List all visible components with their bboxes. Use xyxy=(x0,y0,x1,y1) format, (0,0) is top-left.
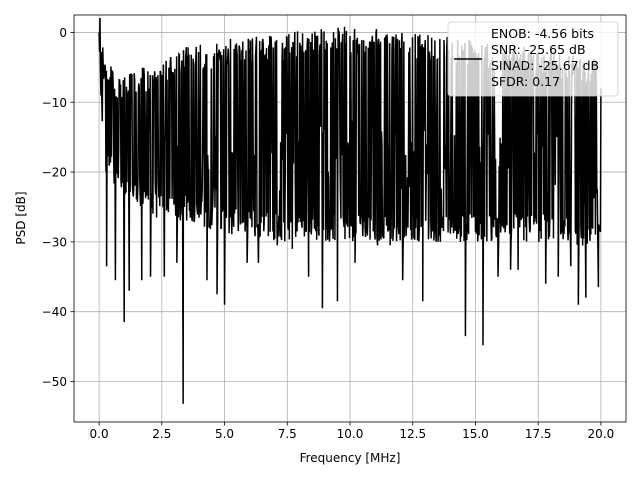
legend-entry-line: SINAD: -25.67 dB xyxy=(491,58,599,73)
y-tick-label: −30 xyxy=(42,235,67,249)
y-axis: 0 −10 −20 −30 −40 −50 xyxy=(42,26,74,389)
y-tick-label: −10 xyxy=(42,96,67,110)
legend-box xyxy=(447,21,619,97)
y-tick-label: −20 xyxy=(42,166,67,180)
x-tick-label: 5.0 xyxy=(215,427,234,441)
y-axis-label: PSD [dB] xyxy=(14,191,28,244)
y-tick-label: 0 xyxy=(59,26,67,40)
legend-entry-line: SNR: -25.65 dB xyxy=(491,42,586,57)
x-tick-label: 2.5 xyxy=(152,427,171,441)
x-tick-label: 10.0 xyxy=(337,427,364,441)
y-tick-label: −40 xyxy=(42,305,67,319)
x-axis-label: Frequency [MHz] xyxy=(300,451,401,465)
x-tick-label: 12.5 xyxy=(399,427,426,441)
x-axis: 0.0 2.5 5.0 7.5 10.0 12.5 15.0 17.5 20.0 xyxy=(90,422,615,441)
x-tick-label: 7.5 xyxy=(278,427,297,441)
x-tick-label: 15.0 xyxy=(462,427,489,441)
x-tick-label: 17.5 xyxy=(525,427,552,441)
x-tick-label: 20.0 xyxy=(588,427,615,441)
x-tick-label: 0.0 xyxy=(90,427,109,441)
legend-entry-line: SFDR: 0.17 xyxy=(491,74,560,89)
legend-entry-line: ENOB: -4.56 bits xyxy=(491,26,594,41)
y-tick-label: −50 xyxy=(42,375,67,389)
